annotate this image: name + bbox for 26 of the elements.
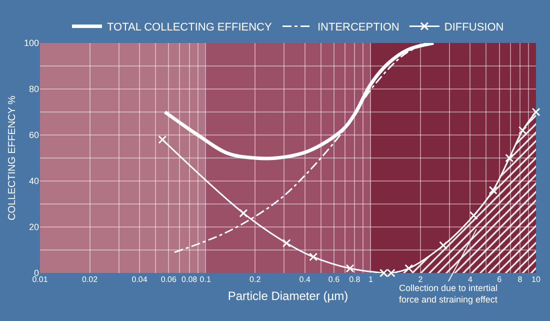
x-tick-label: 0.06 bbox=[160, 275, 177, 284]
y-axis-title: COLLECTING EFFENCY % bbox=[6, 95, 18, 220]
y-tick-label: 40 bbox=[28, 176, 39, 186]
x-tick-label: 2 bbox=[418, 275, 424, 284]
x-tick-label: 0.08 bbox=[182, 275, 198, 284]
y-tick-label: 100 bbox=[24, 38, 39, 48]
x-tick-label: 10 bbox=[532, 275, 541, 284]
y-tick-label: 60 bbox=[28, 130, 39, 140]
x-tick-label: 0.2 bbox=[250, 275, 262, 284]
x-tick-label: 8 bbox=[518, 275, 523, 284]
x-tick-label: 0.6 bbox=[328, 275, 340, 284]
x-tick-label: 1 bbox=[368, 275, 374, 284]
x-tick-label: 0.8 bbox=[349, 275, 361, 284]
text: Collection due to intertial force and straining effect bbox=[399, 283, 498, 305]
x-tick-label: 0.4 bbox=[299, 275, 311, 284]
x-axis-title: Particle Diameter (µm) bbox=[228, 288, 348, 303]
x-tick-label: 0.1 bbox=[200, 275, 212, 284]
x-tick-label: 0.02 bbox=[82, 275, 98, 284]
x-tick-label: 0.04 bbox=[132, 275, 148, 284]
x-tick-label: 4 bbox=[468, 275, 473, 284]
y-tick-label: 80 bbox=[28, 84, 39, 94]
legend-label: TOTAL COLLECTING EFFIENCY bbox=[107, 21, 272, 34]
legend-label: INTERCEPTION bbox=[317, 21, 400, 34]
legend-label: DIFFUSION bbox=[444, 21, 504, 34]
y-tick-label: 20 bbox=[28, 222, 39, 232]
x-tick-label: 6 bbox=[497, 275, 502, 284]
